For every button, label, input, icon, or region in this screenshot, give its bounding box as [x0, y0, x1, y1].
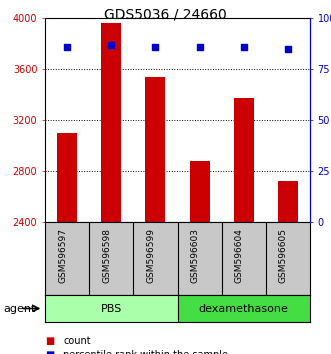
Text: agent: agent — [3, 303, 36, 314]
Text: dexamethasone: dexamethasone — [199, 303, 289, 314]
Text: ■: ■ — [45, 336, 54, 346]
Text: ■: ■ — [45, 350, 54, 354]
Point — [241, 44, 246, 50]
Text: GSM596597: GSM596597 — [58, 228, 67, 283]
Text: GSM596605: GSM596605 — [279, 228, 288, 283]
Bar — [146, 77, 166, 222]
Bar — [101, 23, 121, 222]
Bar — [57, 133, 77, 222]
Bar — [278, 181, 298, 222]
Text: percentile rank within the sample: percentile rank within the sample — [63, 350, 228, 354]
Text: count: count — [63, 336, 91, 346]
Text: GSM596598: GSM596598 — [102, 228, 111, 283]
Bar — [190, 161, 210, 222]
Text: GSM596599: GSM596599 — [146, 228, 156, 283]
Point — [153, 44, 158, 50]
Text: GSM596604: GSM596604 — [235, 228, 244, 283]
Bar — [234, 98, 254, 222]
Point — [109, 42, 114, 47]
Bar — [45, 295, 177, 322]
Point — [285, 46, 291, 51]
Point — [197, 44, 202, 50]
Bar — [177, 295, 310, 322]
Text: GDS5036 / 24660: GDS5036 / 24660 — [104, 8, 227, 22]
Text: GSM596603: GSM596603 — [191, 228, 200, 283]
Point — [65, 44, 70, 50]
Text: PBS: PBS — [101, 303, 122, 314]
